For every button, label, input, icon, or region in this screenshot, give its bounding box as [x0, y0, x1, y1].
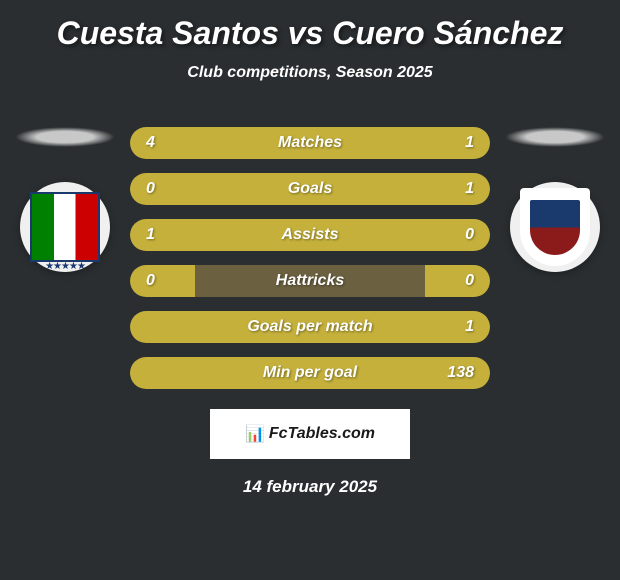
- stat-fill-left: [130, 173, 195, 205]
- stat-label: Matches: [278, 134, 342, 152]
- stat-row: Goals per match 1: [130, 311, 490, 343]
- stat-value-left: 1: [146, 226, 155, 244]
- date-text: 14 february 2025: [10, 477, 610, 497]
- stat-label: Assists: [282, 226, 339, 244]
- team-right-badge: [510, 182, 600, 272]
- stat-fill-right: [425, 219, 490, 251]
- footer-logo-text: FcTables.com: [269, 425, 375, 443]
- right-badge-column: [505, 127, 605, 272]
- stat-fill-left: [130, 127, 418, 159]
- infographic-container: Cuesta Santos vs Cuero Sánchez Club comp…: [0, 0, 620, 580]
- stat-fill-left: [130, 357, 220, 389]
- stat-value-left: 4: [146, 134, 155, 152]
- stat-label: Hattricks: [276, 272, 344, 290]
- team-left-badge: ★★★★★: [20, 182, 110, 272]
- stat-label: Min per goal: [263, 364, 357, 382]
- shadow-ellipse-left: [15, 127, 115, 147]
- stat-fill-left: [130, 311, 220, 343]
- stat-row: Min per goal 138: [130, 357, 490, 389]
- stat-row: 0 Goals 1: [130, 173, 490, 205]
- subtitle: Club competitions, Season 2025: [10, 64, 610, 82]
- stat-fill-right: [425, 265, 490, 297]
- stat-row: 0 Hattricks 0: [130, 265, 490, 297]
- stars-icon: ★★★★★: [45, 261, 85, 272]
- stat-value-right: 1: [465, 180, 474, 198]
- stat-label: Goals: [288, 180, 332, 198]
- team-right-badge-inner: [520, 188, 590, 266]
- stat-value-right: 0: [465, 226, 474, 244]
- stat-fill-left: [130, 219, 425, 251]
- stat-value-right: 1: [465, 134, 474, 152]
- stats-column: 4 Matches 1 0 Goals 1 1 Assists 0 0 Hattricks 0 Goal…: [130, 127, 490, 389]
- shield-icon: [530, 200, 580, 255]
- stat-value-right: 138: [447, 364, 474, 382]
- stat-value-left: 0: [146, 180, 155, 198]
- stat-value-right: 0: [465, 272, 474, 290]
- stat-row: 4 Matches 1: [130, 127, 490, 159]
- left-badge-column: ★★★★★: [15, 127, 115, 272]
- stat-fill-right: [195, 173, 490, 205]
- stat-value-right: 1: [465, 318, 474, 336]
- stat-fill-right: [418, 127, 490, 159]
- stat-label: Goals per match: [247, 318, 372, 336]
- chart-icon: 📊: [245, 424, 265, 444]
- stat-fill-left: [130, 265, 195, 297]
- stat-row: 1 Assists 0: [130, 219, 490, 251]
- stat-value-left: 0: [146, 272, 155, 290]
- team-left-badge-inner: ★★★★★: [30, 192, 100, 262]
- footer-logo: 📊 FcTables.com: [210, 409, 410, 459]
- shadow-ellipse-right: [505, 127, 605, 147]
- page-title: Cuesta Santos vs Cuero Sánchez: [10, 15, 610, 52]
- comparison-area: ★★★★★ 4 Matches 1 0 Goals 1 1 Assists 0 0 Hattrick…: [10, 127, 610, 389]
